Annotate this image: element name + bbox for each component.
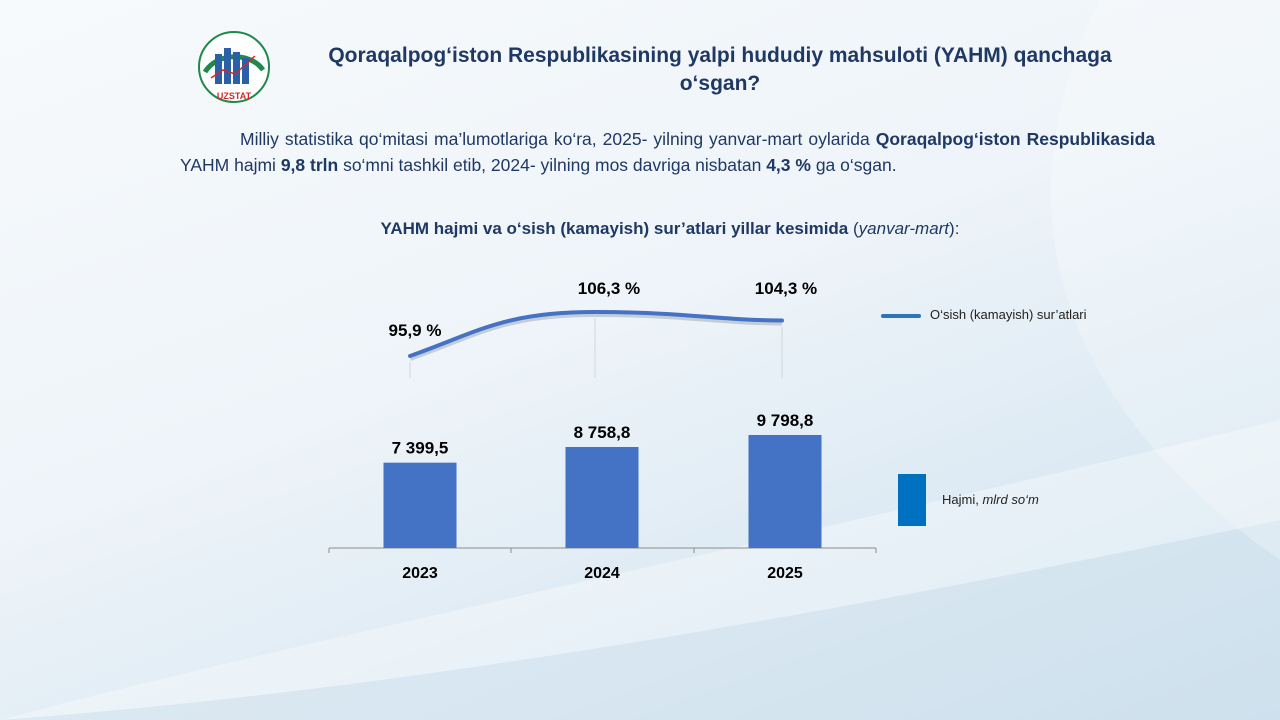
- x-tick-label: 2023: [402, 565, 438, 582]
- bar-value-label: 8 758,8: [574, 423, 631, 442]
- summary-paragraph: Milliy statistika qo‘mitasi ma’lumotlari…: [180, 129, 1155, 175]
- legend-line-label: O‘sish (kamayish) sur’atlari: [930, 307, 1087, 322]
- legend-bar-label: Hajmi, mlrd so‘m: [942, 492, 1039, 507]
- bar-value-label: 7 399,5: [392, 439, 449, 458]
- bar-2024: [565, 446, 639, 548]
- bar-2025: [748, 435, 822, 548]
- line-value-label: 95,9 %: [389, 321, 442, 340]
- bar-value-label: 9 798,8: [757, 411, 814, 430]
- x-tick-label: 2024: [584, 565, 620, 582]
- chart-title: YAHM hajmi va o‘sish (kamayish) sur’atla…: [380, 219, 960, 238]
- legend-bar-swatch: [898, 474, 926, 526]
- x-tick-label: 2025: [767, 565, 803, 582]
- bar-2023: [383, 462, 457, 548]
- svg-text:UZSTAT: UZSTAT: [217, 91, 252, 101]
- growth-line: [408, 309, 784, 358]
- legend-line-swatch: [881, 314, 921, 318]
- page-title: Qoraqalpog‘iston Respublikasining yalpi …: [328, 44, 1112, 95]
- uzstat-logo: UZSTAT: [198, 31, 270, 103]
- line-value-label: 106,3 %: [578, 279, 640, 298]
- line-value-label: 104,3 %: [755, 279, 817, 298]
